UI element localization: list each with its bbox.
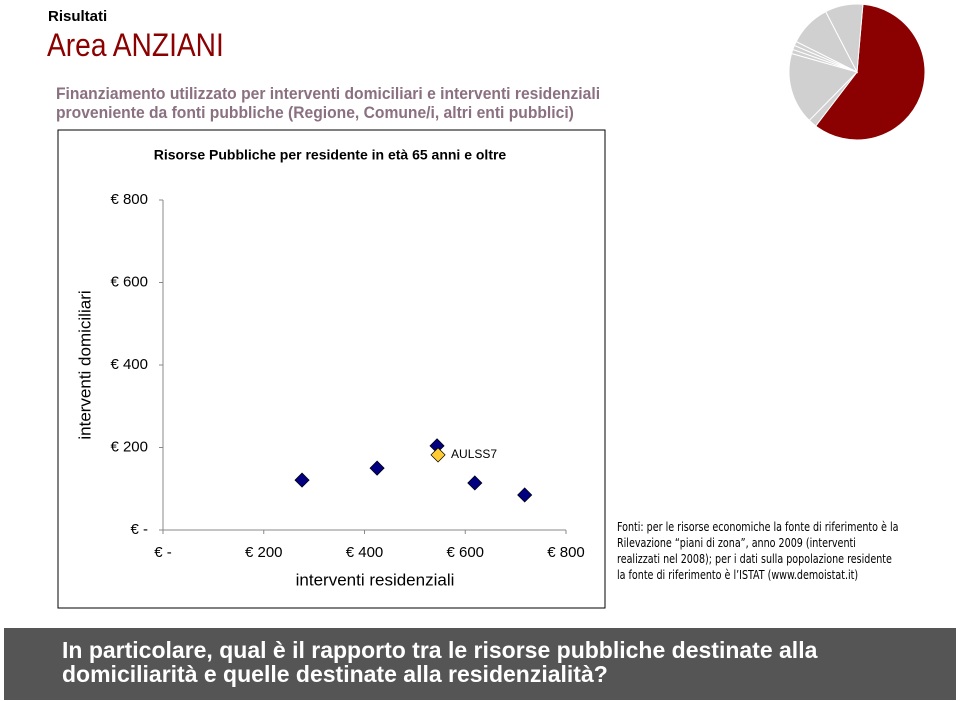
x-tick-label: € - (154, 544, 172, 561)
point (467, 475, 483, 491)
section: Risultati (48, 8, 108, 25)
y-tick-label: € 800 (110, 191, 148, 208)
subtitle-line: proveniente da fonti pubbliche (Regione,… (56, 103, 574, 122)
y-axis-label: interventi domiciliari (75, 290, 94, 439)
pie-slice (825, 3, 864, 74)
x-axis-label: interventi residenziali (296, 570, 455, 589)
y-tick-label: € 600 (110, 273, 148, 290)
pie-slice (788, 52, 858, 122)
subtitle: Finanziamento utilizzato per interventi … (56, 84, 600, 122)
title: Area ANZIANI (47, 27, 224, 63)
x-tick-label: € 400 (346, 544, 384, 561)
y-tick-label: € - (130, 521, 148, 538)
pie-slice (814, 3, 926, 141)
x-tick-label: € 600 (446, 544, 484, 561)
x-tick-label: € 800 (547, 544, 585, 561)
chart-frame (57, 129, 606, 609)
point (429, 438, 445, 454)
y-tick-label: € 400 (110, 356, 148, 373)
point (430, 447, 446, 463)
x-tick-label: € 200 (245, 544, 283, 561)
notes: Fonti: per le risorse economiche la font… (617, 519, 899, 582)
y-tick-label: € 200 (110, 438, 148, 455)
point (369, 460, 385, 476)
point-label: AULSS7 (451, 447, 497, 461)
point (517, 487, 533, 503)
chart-title: Risorse Pubbliche per residente in età 6… (154, 147, 507, 163)
subtitle-line: Finanziamento utilizzato per interventi … (56, 84, 601, 103)
point (294, 472, 310, 488)
footer-question: In particolare, qual è il rapporto tra l… (4, 628, 956, 700)
